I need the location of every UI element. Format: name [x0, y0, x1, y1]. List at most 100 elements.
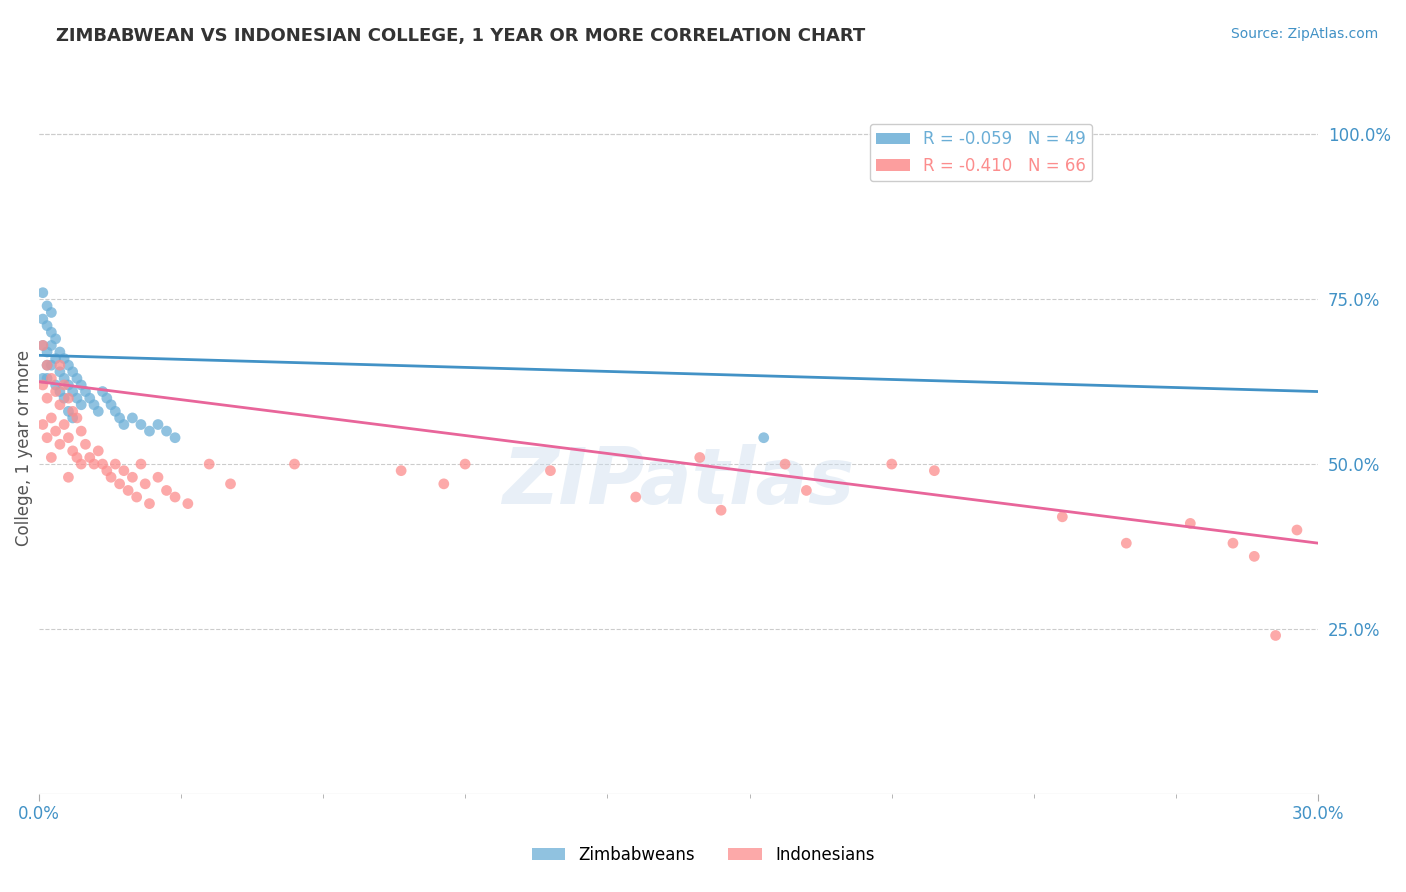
Point — [49, 365, 72, 379]
Point — [1243, 549, 1265, 564]
Point — [129, 457, 152, 471]
Point — [62, 411, 84, 425]
Point — [79, 391, 101, 405]
Point — [117, 483, 139, 498]
Point — [70, 378, 93, 392]
Point — [41, 371, 63, 385]
Point — [35, 345, 58, 359]
Point — [31, 417, 53, 432]
Point — [129, 417, 152, 432]
Point — [31, 312, 53, 326]
Text: ZIPatlas: ZIPatlas — [502, 444, 855, 520]
Point — [198, 457, 221, 471]
Point — [1052, 509, 1074, 524]
Point — [49, 345, 72, 359]
Point — [100, 398, 122, 412]
Point — [58, 431, 80, 445]
Point — [62, 365, 84, 379]
Point — [389, 464, 412, 478]
Point — [219, 476, 242, 491]
Point — [31, 285, 53, 300]
Point — [91, 384, 114, 399]
Point — [1180, 516, 1202, 531]
Point — [62, 443, 84, 458]
Point — [104, 404, 127, 418]
Point — [41, 338, 63, 352]
Point — [53, 417, 76, 432]
Point — [45, 378, 67, 392]
Point — [53, 378, 76, 392]
Y-axis label: College, 1 year or more: College, 1 year or more — [15, 350, 32, 546]
Point — [1115, 536, 1137, 550]
Legend: R = -0.059   N = 49, R = -0.410   N = 66: R = -0.059 N = 49, R = -0.410 N = 66 — [869, 124, 1092, 181]
Point — [62, 404, 84, 418]
Point — [433, 476, 456, 491]
Point — [87, 443, 110, 458]
Point — [62, 384, 84, 399]
Point — [1222, 536, 1244, 550]
Point — [31, 378, 53, 392]
Legend: Zimbabweans, Indonesians: Zimbabweans, Indonesians — [524, 839, 882, 871]
Point — [45, 384, 67, 399]
Point — [70, 424, 93, 438]
Point — [41, 325, 63, 339]
Point — [35, 318, 58, 333]
Point — [283, 457, 305, 471]
Point — [79, 450, 101, 465]
Point — [165, 431, 187, 445]
Point — [35, 431, 58, 445]
Point — [91, 457, 114, 471]
Point — [155, 483, 177, 498]
Point — [112, 464, 135, 478]
Point — [45, 424, 67, 438]
Point — [138, 424, 160, 438]
Point — [75, 384, 97, 399]
Point — [1264, 628, 1286, 642]
Point — [75, 437, 97, 451]
Point — [924, 464, 946, 478]
Point — [53, 351, 76, 366]
Point — [45, 351, 67, 366]
Point — [454, 457, 477, 471]
Point — [177, 497, 200, 511]
Point — [146, 470, 169, 484]
Text: ZIMBABWEAN VS INDONESIAN COLLEGE, 1 YEAR OR MORE CORRELATION CHART: ZIMBABWEAN VS INDONESIAN COLLEGE, 1 YEAR… — [56, 27, 866, 45]
Point — [880, 457, 903, 471]
Point — [146, 417, 169, 432]
Point — [66, 371, 89, 385]
Point — [49, 398, 72, 412]
Point — [31, 338, 53, 352]
Point — [66, 391, 89, 405]
Point — [31, 338, 53, 352]
Point — [155, 424, 177, 438]
Point — [58, 404, 80, 418]
Point — [35, 358, 58, 372]
Point — [66, 411, 89, 425]
Point — [773, 457, 796, 471]
Point — [100, 470, 122, 484]
Text: Source: ZipAtlas.com: Source: ZipAtlas.com — [1230, 27, 1378, 41]
Point — [796, 483, 818, 498]
Point — [70, 398, 93, 412]
Point — [96, 464, 118, 478]
Point — [45, 332, 67, 346]
Point — [121, 411, 143, 425]
Point — [49, 384, 72, 399]
Point — [108, 411, 131, 425]
Point — [108, 476, 131, 491]
Point — [41, 411, 63, 425]
Point — [58, 378, 80, 392]
Point — [35, 371, 58, 385]
Point — [41, 358, 63, 372]
Point — [121, 470, 143, 484]
Point — [689, 450, 711, 465]
Point — [538, 464, 561, 478]
Point — [1285, 523, 1308, 537]
Point — [49, 358, 72, 372]
Point — [58, 470, 80, 484]
Point — [96, 391, 118, 405]
Point — [35, 299, 58, 313]
Point — [752, 431, 775, 445]
Point — [125, 490, 148, 504]
Point — [35, 391, 58, 405]
